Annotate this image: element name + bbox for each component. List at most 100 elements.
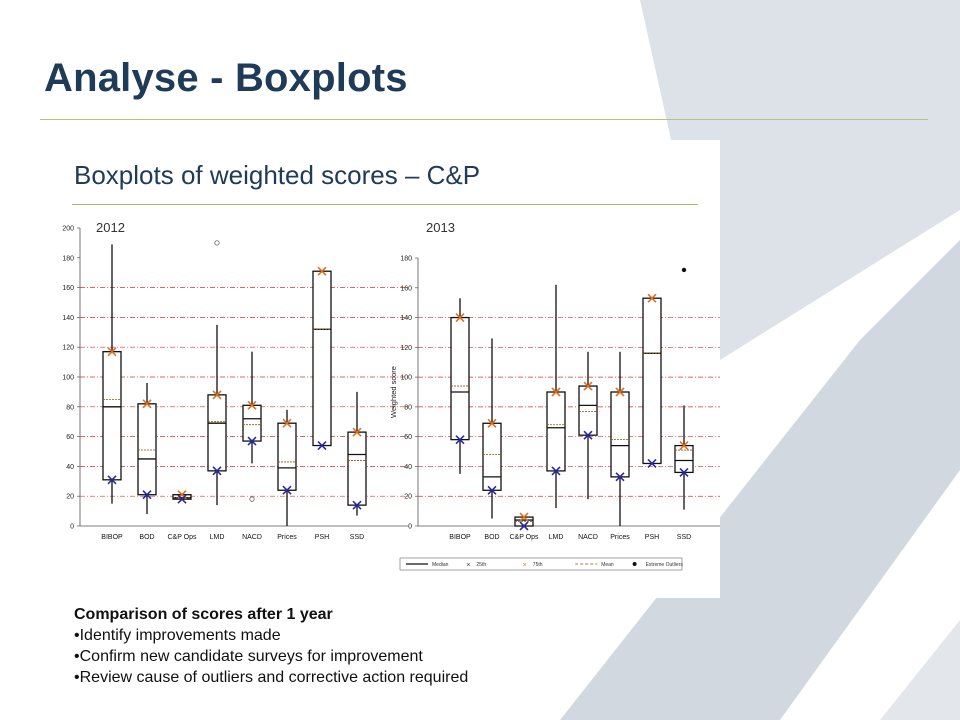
- box: [578, 385, 598, 436]
- y-tick-label: 180: [62, 255, 74, 262]
- y-tick-label: 40: [66, 464, 74, 471]
- watermark-lower-stroke: [560, 240, 960, 720]
- chart-title: 2012: [96, 220, 125, 235]
- p25-marker: [583, 430, 593, 440]
- box: [137, 403, 157, 496]
- x-tick-label: NACD: [242, 534, 262, 541]
- box: [242, 404, 262, 442]
- p25-marker: [107, 475, 117, 485]
- p25-marker: [679, 467, 689, 477]
- p75-marker: [615, 387, 625, 397]
- p25-marker: [282, 485, 292, 495]
- x-tick-label: PSH: [315, 534, 329, 541]
- p75-marker: [487, 418, 497, 428]
- p75-marker: [282, 418, 292, 428]
- p75-marker: [142, 399, 152, 409]
- p25-marker: [212, 466, 222, 476]
- y-tick-label: 20: [404, 494, 412, 501]
- y-tick-label: 120: [62, 345, 74, 352]
- y-tick-label: 80: [404, 404, 412, 411]
- p25-marker: [519, 521, 529, 531]
- notes-heading: Comparison of scores after 1 year: [74, 606, 333, 623]
- title-divider: [40, 119, 928, 120]
- chart-heading: Boxplots of weighted scores – C&P: [74, 160, 481, 190]
- x-tick-label: Prices: [610, 534, 630, 541]
- outlier-point: [249, 496, 255, 502]
- y-tick-label: 60: [66, 434, 74, 441]
- x-tick-label: NACD: [578, 534, 598, 541]
- box: [546, 391, 566, 472]
- y-tick-label: 100: [62, 375, 74, 382]
- x-tick-label: LMD: [549, 534, 564, 541]
- y-tick-label: 60: [404, 434, 412, 441]
- x-tick-label: C&P Ops: [167, 534, 197, 541]
- y-tick-label: 80: [66, 404, 74, 411]
- note-item: Confirm new candidate surveys for improv…: [74, 646, 674, 667]
- y-tick-label: 0: [408, 524, 412, 531]
- p25-marker: [247, 436, 257, 446]
- chart-panel: [40, 140, 720, 598]
- slide-title: Analyse - Boxplots: [44, 56, 408, 100]
- p25-marker: [487, 485, 497, 495]
- p25-marker: [551, 466, 561, 476]
- box: [347, 431, 367, 506]
- x-tick-label: SSD: [350, 534, 364, 541]
- legend-label: Median: [432, 562, 449, 568]
- notes-list: Identify improvements made Confirm new c…: [74, 625, 674, 688]
- watermark-corner-stroke: [880, 620, 960, 720]
- p25-marker: [615, 472, 625, 482]
- y-tick-label: 120: [400, 345, 412, 352]
- p75-marker: [583, 381, 593, 391]
- box: [102, 351, 122, 481]
- y-tick-label: 40: [404, 464, 412, 471]
- legend-label: 25th: [476, 562, 486, 568]
- y-tick-label: 100: [400, 375, 412, 382]
- p75-marker: [317, 266, 327, 276]
- p75-marker: [352, 427, 362, 437]
- p25-marker: [317, 440, 327, 451]
- p75-marker: [551, 387, 561, 397]
- p75-marker: [455, 312, 465, 323]
- y-tick-label: 140: [62, 315, 74, 322]
- x-tick-label: BIBOP: [449, 534, 471, 541]
- box: [207, 394, 227, 472]
- p25-marker: [142, 490, 152, 500]
- note-item: Review cause of outliers and corrective …: [74, 667, 674, 688]
- box: [610, 391, 630, 478]
- p25-marker: [647, 458, 657, 469]
- x-tick-label: BOD: [484, 534, 499, 541]
- legend-box: [399, 557, 683, 571]
- note-item: Identify improvements made: [74, 625, 674, 646]
- p75-marker: [519, 512, 529, 522]
- y-tick-label: 160: [62, 285, 74, 292]
- y-tick-label: 20: [66, 494, 74, 501]
- box: [450, 316, 470, 441]
- p25-marker: [352, 500, 362, 510]
- chart-title: 2013: [426, 220, 455, 235]
- x-tick-label: PSH: [645, 534, 659, 541]
- y-tick-label: 160: [400, 285, 412, 292]
- x-tick-label: C&P Ops: [509, 534, 539, 541]
- y-tick-label: 180: [400, 256, 412, 263]
- legend-swatch: ×: [466, 562, 470, 569]
- y-tick-label: 0: [70, 524, 74, 531]
- outlier-point: [214, 240, 220, 246]
- legend-label: Mean: [601, 562, 614, 568]
- y-axis-label: Weighted score: [389, 366, 398, 418]
- legend-swatch: [632, 562, 637, 566]
- p25-marker: [177, 494, 187, 504]
- x-tick-label: BOD: [139, 534, 154, 541]
- x-tick-label: SSD: [677, 534, 691, 541]
- p75-marker: [107, 347, 117, 357]
- box: [482, 422, 502, 491]
- y-tick-label: 200: [62, 226, 74, 233]
- p75-marker: [247, 400, 257, 410]
- watermark-upper-stroke: [640, 0, 960, 360]
- p25-marker: [455, 435, 465, 445]
- p75-marker: [212, 390, 222, 400]
- notes-block: Comparison of scores after 1 year Identi…: [74, 604, 674, 688]
- box: [312, 270, 332, 447]
- legend-label: 75th: [533, 562, 543, 568]
